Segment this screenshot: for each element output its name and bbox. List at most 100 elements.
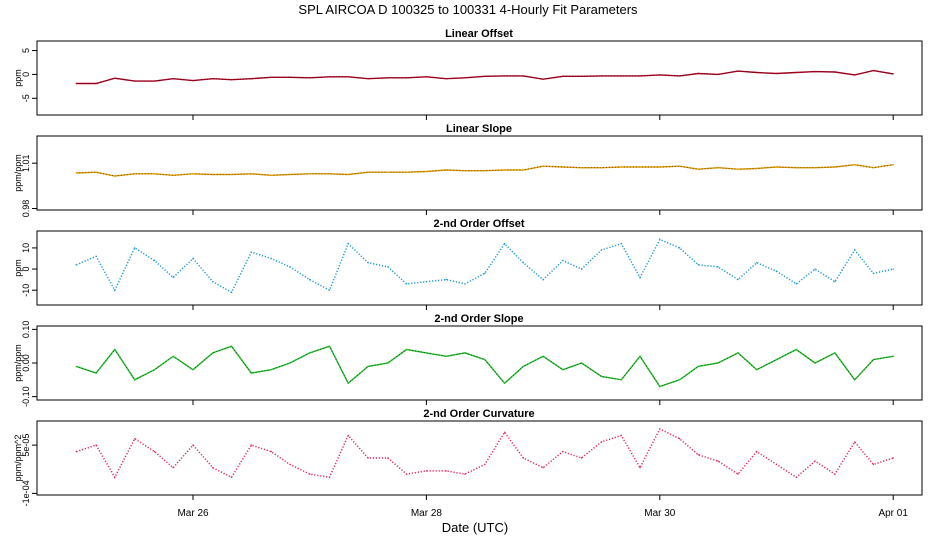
data-point <box>425 281 428 283</box>
panel-title: Linear Offset <box>445 28 513 40</box>
data-point <box>659 166 661 168</box>
data-point <box>192 79 194 82</box>
data-point <box>503 169 506 171</box>
data-point <box>328 289 331 291</box>
panel-3: 2-nd Order Offset -10 0 10 ppm <box>13 218 923 310</box>
data-point <box>717 460 719 462</box>
data-point <box>697 454 699 456</box>
data-point <box>659 385 661 388</box>
data-point <box>270 369 272 371</box>
data-point <box>562 259 564 262</box>
data-point <box>854 379 856 381</box>
data-point <box>775 358 778 361</box>
data-point <box>464 170 466 172</box>
data-point <box>347 243 349 245</box>
data-point <box>892 355 894 357</box>
data-point <box>114 175 116 177</box>
data-point <box>464 473 466 475</box>
data-point <box>542 278 544 281</box>
panel-frame <box>36 325 923 401</box>
y-axis-label: ppm <box>13 259 23 277</box>
data-point <box>503 431 506 433</box>
data-point <box>620 379 622 381</box>
data-point <box>756 167 758 170</box>
data-point <box>250 251 252 253</box>
data-point <box>639 75 641 77</box>
data-point <box>600 75 603 77</box>
data-point <box>212 467 214 469</box>
data-point <box>737 473 739 475</box>
data-point <box>697 365 699 368</box>
data-point <box>795 167 797 169</box>
data-point <box>872 167 875 169</box>
data-point <box>484 170 486 172</box>
data-point <box>620 75 622 77</box>
data-point <box>775 270 778 272</box>
data-point <box>580 268 583 270</box>
data-point <box>756 450 758 453</box>
data-point <box>212 352 214 354</box>
data-point <box>328 345 331 347</box>
data-point <box>678 379 681 381</box>
data-point <box>425 170 428 173</box>
data-point <box>153 80 156 82</box>
panel-title: 2-nd Order Curvature <box>423 408 534 420</box>
data-point <box>153 173 156 175</box>
data-point <box>484 75 486 78</box>
y-tick-label: 0.98 <box>21 200 31 218</box>
data-point <box>289 463 291 466</box>
data-point <box>854 249 856 251</box>
data-point <box>425 76 428 78</box>
y-tick-label: -5 <box>21 94 31 102</box>
data-point <box>484 358 486 361</box>
data-point <box>405 283 408 285</box>
data-point <box>795 71 797 74</box>
data-point <box>872 463 875 466</box>
data-point <box>562 450 564 453</box>
data-point <box>737 278 739 281</box>
data-point <box>172 276 174 279</box>
data-point <box>114 77 116 79</box>
data-point <box>717 167 719 169</box>
data-point <box>289 362 291 364</box>
data-point <box>834 473 836 475</box>
data-point <box>834 281 836 283</box>
data-point <box>756 262 758 264</box>
panel-frame <box>36 135 923 211</box>
data-point <box>814 460 816 462</box>
data-point <box>814 167 816 169</box>
data-point <box>134 173 136 175</box>
panel-4: 2-nd Order Slope -0.10 0.00 0.10 ppm/ppm <box>13 313 923 407</box>
data-point <box>580 362 583 364</box>
data-point <box>192 444 194 446</box>
data-point <box>425 352 428 354</box>
data-point <box>309 278 311 281</box>
data-point <box>562 75 564 78</box>
data-point <box>522 262 524 264</box>
data-point <box>872 69 875 72</box>
data-point <box>639 166 641 168</box>
y-axis-label: ppm/ppm <box>13 344 23 382</box>
data-point <box>309 473 311 475</box>
panel-title: 2-nd Order Offset <box>433 218 524 230</box>
y-tick-label: -1e-04 <box>21 480 31 506</box>
data-point <box>892 268 894 270</box>
data-point <box>367 457 369 459</box>
data-point <box>795 476 797 478</box>
series-line <box>76 428 894 479</box>
data-point <box>405 348 408 351</box>
data-point <box>153 450 156 453</box>
data-point <box>775 166 778 168</box>
series-line <box>76 238 894 294</box>
data-point <box>639 276 641 279</box>
data-point <box>328 173 331 175</box>
data-point <box>775 72 778 75</box>
data-point <box>405 171 408 173</box>
y-tick-label: 0 <box>21 72 31 77</box>
y-tick-label: -0.10 <box>21 386 31 407</box>
data-point <box>717 362 719 364</box>
data-point <box>387 362 389 364</box>
data-point <box>387 266 389 268</box>
data-point <box>367 171 369 173</box>
series-line <box>76 69 894 85</box>
